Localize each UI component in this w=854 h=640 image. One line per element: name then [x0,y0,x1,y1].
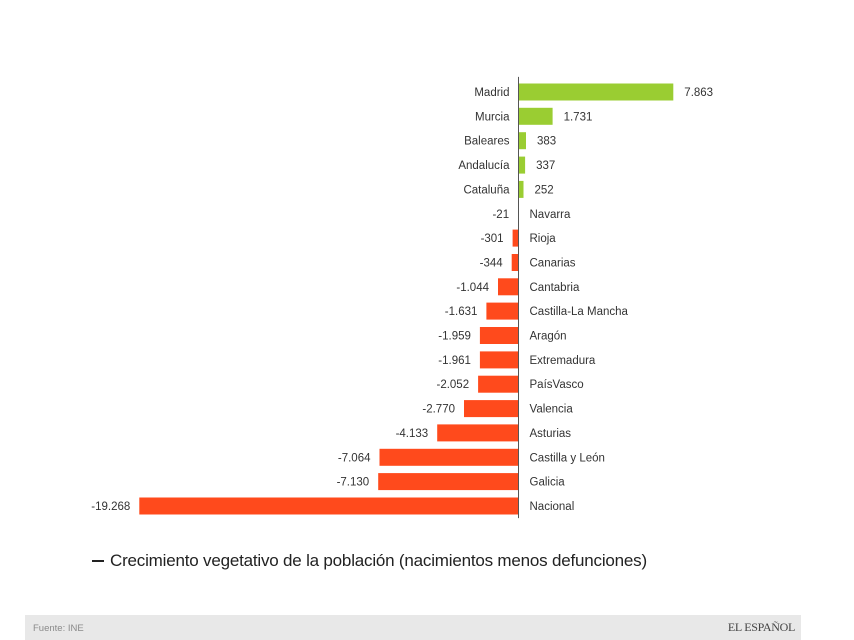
legend-dash-marker [92,559,104,562]
source-note: Fuente: INE [33,623,84,634]
value-label: -19.268 [91,501,130,513]
brand-logo: EL ESPAÑOL [727,620,795,634]
category-label: Asturias [530,428,572,440]
category-label: Murcia [475,111,510,123]
category-label: Canarias [530,258,576,270]
value-label: -1.961 [438,355,471,367]
bar-chart: Madrid 7.863 Murcia 1.731 Baleares 383 Andaluc… [91,76,713,519]
value-label: -21 [492,209,509,221]
category-label: Galicia [530,477,566,489]
category-label: Cantabria [530,282,580,294]
bar-cantabria [498,278,519,296]
bar-castilla-y-le-n [379,448,519,466]
bar-castilla-la-mancha [486,302,519,320]
value-label: 252 [535,184,554,196]
bar-galicia [378,473,519,491]
bar-arag-n [479,327,519,344]
value-label: 383 [537,136,556,148]
value-label: -2.770 [422,404,455,416]
category-label: Valencia [530,404,574,416]
value-label: -1.959 [438,331,471,343]
category-label: PaísVasco [530,379,584,391]
category-label: Nacional [530,501,575,513]
bar-murcia [518,107,553,125]
legend-label: Crecimiento vegetativo de la población (… [110,551,647,570]
bar-extremadura [479,351,519,369]
value-label: -2.052 [436,379,469,391]
value-label: -7.064 [338,452,371,464]
category-label: Castilla y León [530,452,605,464]
footer-bar: Fuente: INE EL ESPAÑOL [25,615,801,640]
category-label: Navarra [530,209,572,221]
category-label: Castilla-La Mancha [530,306,629,318]
value-label: -1.631 [445,306,478,318]
bar-andaluc-a [518,156,526,174]
category-label: Andalucía [458,160,510,172]
value-label: -1.044 [456,282,489,294]
bar-rioja [512,229,519,247]
bar-baleares [518,132,526,150]
bar-pa-svasco [478,375,519,393]
value-label: -344 [480,258,504,270]
value-label: -7.130 [337,477,370,489]
value-label: 7.863 [684,87,713,99]
bar-nacional [139,497,519,515]
value-label: 1.731 [564,111,593,123]
value-label: -301 [481,233,504,245]
bar-asturias [437,424,519,442]
bar-valencia [464,400,519,418]
category-label: Baleares [464,136,510,148]
chart-legend: Crecimiento vegetativo de la población (… [92,551,647,571]
bar-catalu-a [518,180,524,198]
value-label: -4.133 [396,428,429,440]
category-label: Extremadura [530,355,596,367]
value-label: 337 [536,160,555,172]
category-label: Madrid [474,87,509,99]
category-label: Aragón [530,331,567,343]
bar-madrid [518,83,674,101]
bar-canarias [511,254,519,271]
category-label: Cataluña [463,184,510,196]
category-label: Rioja [530,233,557,245]
